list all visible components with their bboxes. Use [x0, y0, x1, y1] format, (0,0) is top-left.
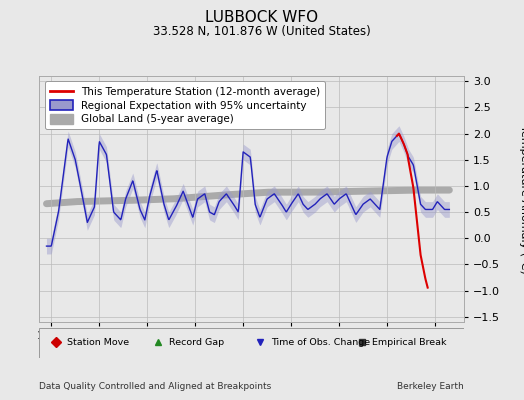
Text: Data Quality Controlled and Aligned at Breakpoints: Data Quality Controlled and Aligned at B… — [39, 382, 271, 391]
Text: Record Gap: Record Gap — [169, 338, 224, 347]
Text: Empirical Break: Empirical Break — [373, 338, 447, 347]
Text: 33.528 N, 101.876 W (United States): 33.528 N, 101.876 W (United States) — [153, 26, 371, 38]
Text: Berkeley Earth: Berkeley Earth — [397, 382, 464, 391]
Text: Time of Obs. Change: Time of Obs. Change — [270, 338, 370, 347]
Text: Station Move: Station Move — [67, 338, 129, 347]
Y-axis label: Temperature Anomaly (°C): Temperature Anomaly (°C) — [519, 125, 524, 273]
Legend: This Temperature Station (12-month average), Regional Expectation with 95% uncer: This Temperature Station (12-month avera… — [45, 81, 325, 130]
Text: LUBBOCK WFO: LUBBOCK WFO — [205, 10, 319, 26]
FancyBboxPatch shape — [39, 328, 464, 358]
